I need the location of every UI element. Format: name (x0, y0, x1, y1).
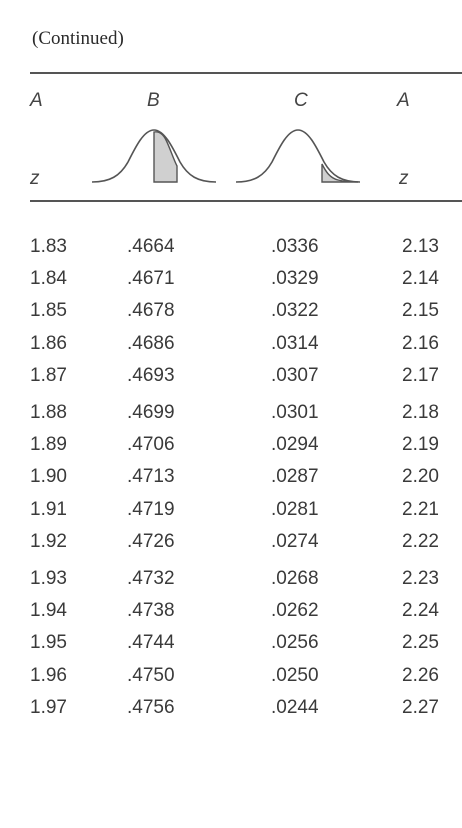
table-row: 1.92 .4726 .0274 2.22 (0, 531, 462, 559)
z-cell: 1.86 (30, 333, 67, 354)
b-cell: .4686 (127, 333, 175, 354)
b-cell: .4671 (127, 268, 175, 289)
b-cell: .4756 (127, 697, 175, 718)
z-cell: 1.92 (30, 531, 67, 552)
c-cell: .0301 (271, 402, 319, 423)
z-right-cell: 2.27 (402, 697, 439, 718)
b-cell: .4664 (127, 236, 175, 257)
column-header-a-right: A (397, 90, 410, 111)
z-right-cell: 2.21 (402, 499, 439, 520)
z-cell: 1.93 (30, 568, 67, 589)
z-right-cell: 2.18 (402, 402, 439, 423)
table-row: 1.84 .4671 .0329 2.14 (0, 268, 462, 296)
c-cell: .0268 (271, 568, 319, 589)
c-cell: .0329 (271, 268, 319, 289)
z-right-cell: 2.25 (402, 632, 439, 653)
c-cell: .0336 (271, 236, 319, 257)
b-cell: .4750 (127, 665, 175, 686)
table-row: 1.83 .4664 .0336 2.13 (0, 236, 462, 264)
z-right-cell: 2.16 (402, 333, 439, 354)
z-right-cell: 2.13 (402, 236, 439, 257)
z-cell: 1.94 (30, 600, 67, 621)
z-cell: 1.83 (30, 236, 67, 257)
table-row: 1.91 .4719 .0281 2.21 (0, 499, 462, 527)
b-cell: .4678 (127, 300, 175, 321)
column-header-b: B (147, 90, 160, 111)
z-cell: 1.84 (30, 268, 67, 289)
table-row: 1.86 .4686 .0314 2.16 (0, 333, 462, 361)
header-rule (30, 200, 462, 202)
b-cell: .4706 (127, 434, 175, 455)
table-row: 1.89 .4706 .0294 2.19 (0, 434, 462, 462)
column-header-c: C (294, 90, 308, 111)
bell-curve-line (91, 129, 217, 183)
z-cell: 1.89 (30, 434, 67, 455)
z-right-cell: 2.14 (402, 268, 439, 289)
table-row: 1.97 .4756 .0244 2.27 (0, 697, 462, 725)
z-cell: 1.91 (30, 499, 67, 520)
table-row: 1.85 .4678 .0322 2.15 (0, 300, 462, 328)
z-right-cell: 2.22 (402, 531, 439, 552)
z-right-cell: 2.19 (402, 434, 439, 455)
c-cell: .0250 (271, 665, 319, 686)
c-cell: .0314 (271, 333, 319, 354)
b-cell: .4713 (127, 466, 175, 487)
table-row: 1.95 .4744 .0256 2.25 (0, 632, 462, 660)
z-right-cell: 2.15 (402, 300, 439, 321)
bell-curve-line (235, 129, 361, 183)
c-cell: .0322 (271, 300, 319, 321)
z-right-cell: 2.20 (402, 466, 439, 487)
c-cell: .0262 (271, 600, 319, 621)
b-cell: .4738 (127, 600, 175, 621)
c-cell: .0307 (271, 365, 319, 386)
z-right-cell: 2.17 (402, 365, 439, 386)
b-cell: .4693 (127, 365, 175, 386)
table-row: 1.88 .4699 .0301 2.18 (0, 402, 462, 430)
c-cell: .0256 (271, 632, 319, 653)
b-cell: .4726 (127, 531, 175, 552)
z-cell: 1.97 (30, 697, 67, 718)
normal-curve-c-icon (235, 129, 361, 183)
b-cell: .4744 (127, 632, 175, 653)
table-row: 1.96 .4750 .0250 2.26 (0, 665, 462, 693)
b-cell: .4719 (127, 499, 175, 520)
z-label-right: z (399, 168, 409, 189)
z-cell: 1.88 (30, 402, 67, 423)
z-right-cell: 2.24 (402, 600, 439, 621)
z-right-cell: 2.26 (402, 665, 439, 686)
z-label-left: z (30, 168, 40, 189)
c-cell: .0294 (271, 434, 319, 455)
z-cell: 1.85 (30, 300, 67, 321)
column-header-a-left: A (30, 90, 43, 111)
table-row: 1.94 .4738 .0262 2.24 (0, 600, 462, 628)
z-cell: 1.90 (30, 466, 67, 487)
table-row: 1.87 .4693 .0307 2.17 (0, 365, 462, 393)
c-cell: .0281 (271, 499, 319, 520)
z-right-cell: 2.23 (402, 568, 439, 589)
z-cell: 1.95 (30, 632, 67, 653)
b-cell: .4699 (127, 402, 175, 423)
table-caption: (Continued) (32, 28, 124, 49)
normal-curve-b-icon (91, 129, 217, 183)
top-rule (30, 72, 462, 74)
z-cell: 1.96 (30, 665, 67, 686)
b-cell: .4732 (127, 568, 175, 589)
table-row: 1.93 .4732 .0268 2.23 (0, 568, 462, 596)
shaded-center-area (153, 131, 178, 183)
table-row: 1.90 .4713 .0287 2.20 (0, 466, 462, 494)
c-cell: .0287 (271, 466, 319, 487)
c-cell: .0274 (271, 531, 319, 552)
c-cell: .0244 (271, 697, 319, 718)
z-cell: 1.87 (30, 365, 67, 386)
